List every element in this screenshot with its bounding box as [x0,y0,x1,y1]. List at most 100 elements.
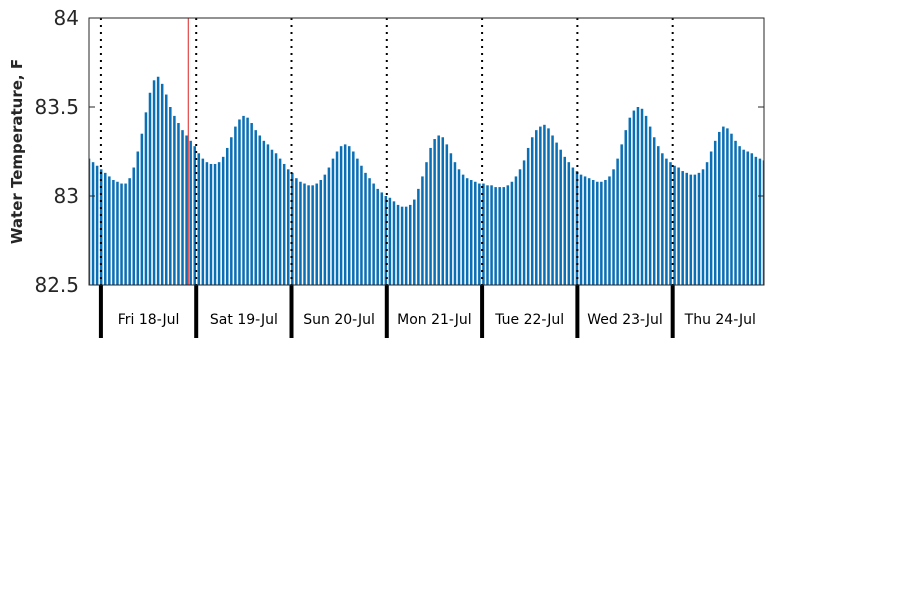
bar [494,187,497,285]
bar [758,158,762,285]
bar [608,176,611,285]
bar [433,139,436,285]
bar [299,181,302,285]
y-tick-label: 83 [54,184,79,208]
bar [250,123,253,286]
bar [315,183,318,285]
bar [705,162,709,285]
bar [425,162,428,285]
bar [132,167,135,285]
bar [591,179,595,285]
bar [356,158,359,285]
bar [408,204,412,285]
bar [89,158,91,285]
bar [616,158,619,285]
bar [612,169,615,285]
bar [421,176,424,285]
bar [323,174,327,285]
bar [754,156,758,285]
bar [530,137,534,285]
bar [620,144,623,285]
bar [417,188,420,285]
y-axis-label: Water Temperature, F [8,59,26,244]
bar [539,126,542,285]
bar [657,146,660,285]
bar [165,94,168,285]
bar [225,147,229,285]
bar [644,115,648,286]
bar [762,160,764,285]
bar [522,160,526,285]
bar [457,169,461,285]
bar [579,174,583,285]
bar [514,176,518,285]
bar [209,163,213,285]
bar [343,144,347,285]
bar [262,140,266,285]
bar [429,147,432,285]
bar [91,162,95,285]
bar [201,158,205,285]
bar [510,181,514,285]
bar [360,165,363,285]
bar [197,153,201,285]
bar [116,181,119,285]
bar [205,162,209,285]
day-label: Wed 23-Jul [587,312,663,328]
bar [689,174,693,285]
bar [596,181,599,285]
bar [282,163,286,285]
bar [709,151,713,285]
bar [181,130,184,285]
bar [392,201,396,285]
bar [238,119,241,286]
bar [364,172,367,285]
bar [270,149,274,285]
bar [278,158,282,285]
bar [506,185,510,285]
bar [718,131,721,285]
bar [685,172,688,285]
bar [665,158,668,285]
bar [624,130,628,285]
bar [286,169,290,285]
bar [234,126,237,285]
bar [152,80,156,285]
bar [722,126,725,285]
bar [449,153,453,285]
bar [697,172,701,285]
bar [99,169,103,285]
bar [128,178,131,285]
bar [526,147,530,285]
bar [465,178,469,285]
x-axis-day-labels: Fri 18-Jul Sat 19-Jul Sun 20-Jul Mon 21-Jul… [118,312,756,328]
bar [502,187,506,285]
bar [677,167,680,285]
bar [734,140,737,285]
bar [258,135,262,285]
bar [441,137,445,285]
bar [738,146,741,285]
bar [713,140,717,285]
bar [555,142,558,285]
bar [311,185,314,285]
bar [482,183,485,285]
bar [380,192,384,285]
bar [193,146,196,285]
bar [587,178,591,285]
bar [604,179,607,285]
bar [498,187,501,285]
bar [156,76,160,286]
bar [221,156,225,285]
bar [571,167,575,285]
bar [636,107,640,285]
bar [413,199,416,285]
bar [673,165,676,285]
bar [352,151,355,285]
bar [144,112,148,285]
bar [543,124,546,285]
bar [559,149,562,285]
bar [307,185,310,285]
bar [661,153,664,285]
